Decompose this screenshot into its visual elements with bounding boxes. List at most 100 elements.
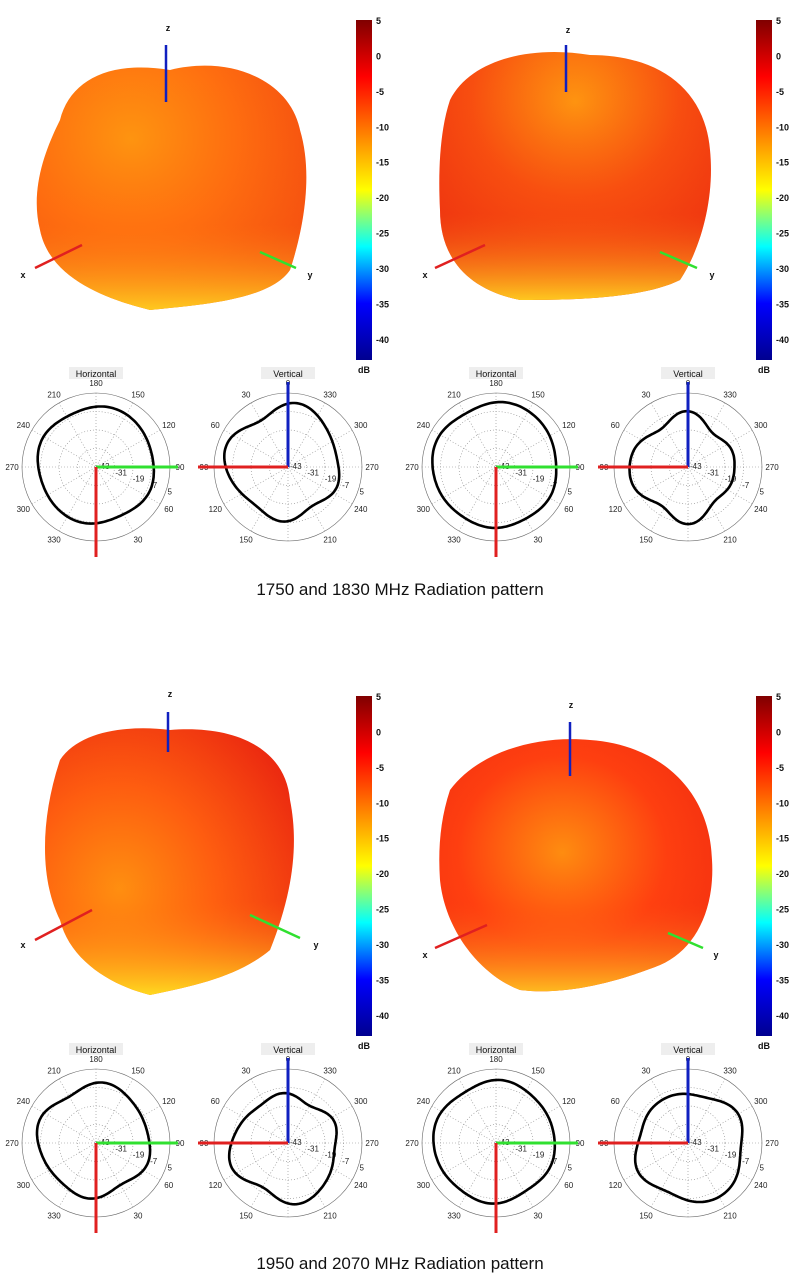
radiation-pattern-curve <box>227 1091 338 1206</box>
polar-plot-vertical: Vertical0330300270240210150120906030-43-… <box>198 367 379 545</box>
polar-angle-label: 300 <box>754 421 768 430</box>
polar-angle-label: 30 <box>134 1212 143 1221</box>
colorbar-unit: dB <box>358 1041 370 1051</box>
polar-angle-label: 150 <box>239 536 253 545</box>
polar-grid-spoke <box>431 429 561 505</box>
radiation-panel-1: z x y 5 0 -5 -10 -15 -20 -25 -30 -35 -40 dB Horizontal… <box>5 16 389 557</box>
polar-plot-vertical: Vertical0330300270240210150120906030-43-… <box>198 1043 379 1221</box>
polar-angle-label: 60 <box>611 421 620 430</box>
polar-angle-label: 300 <box>17 1181 31 1190</box>
polar-title: Vertical <box>273 1045 303 1055</box>
polar-angle-label: 90 <box>576 1139 585 1148</box>
colorbar-unit: dB <box>758 1041 770 1051</box>
polar-angle-label: 60 <box>611 1097 620 1106</box>
colorbar-tick-label: -25 <box>376 229 389 239</box>
polar-angle-label: 210 <box>323 1212 337 1221</box>
colorbar-tick-label: -35 <box>776 299 789 309</box>
polar-title-bg <box>661 367 715 379</box>
polar-angle-label: 60 <box>164 505 173 514</box>
polar-angle-label: 240 <box>754 505 768 514</box>
colorbar-tick-label: -10 <box>776 122 789 132</box>
polar-angle-label: 210 <box>723 1212 737 1221</box>
polar-grid-spoke <box>31 1105 161 1181</box>
polar-angle-label: 330 <box>47 536 61 545</box>
polar-angle-label: 150 <box>639 536 653 545</box>
polar-angle-label: 60 <box>564 505 573 514</box>
polar-angle-label: 240 <box>417 421 431 430</box>
polar-title: Horizontal <box>76 1045 117 1055</box>
polar-angle-label: 240 <box>754 1181 768 1190</box>
polar-ring-label: -31 <box>307 468 319 477</box>
polar-grid-spoke <box>431 1105 561 1181</box>
polar-angle-label: 270 <box>405 463 419 472</box>
polar-angle-label: 60 <box>211 421 220 430</box>
polar-angle-label: 150 <box>239 1212 253 1221</box>
polar-ring-label: -43 <box>690 462 702 471</box>
polar-title-bg <box>661 1043 715 1055</box>
polar-angle-label: 300 <box>417 505 431 514</box>
radiation-panel-2: z x y 5 0 -5 -10 -15 -20 -25 -30 -35 -40 dB Horizontal… <box>405 16 789 557</box>
colorbar-tick-label: -35 <box>776 975 789 985</box>
polar-grid-spoke <box>31 429 161 505</box>
polar-ring-label: 5 <box>568 1163 573 1172</box>
polar-grid-spoke <box>458 1078 534 1208</box>
polar-angle-label: 150 <box>131 390 145 399</box>
polar-angle-label: 30 <box>134 536 143 545</box>
polar-grid-spoke <box>623 429 753 505</box>
x-axis-3d <box>434 243 486 270</box>
colorbar-scale <box>356 20 372 360</box>
colorbar-tick-label: -35 <box>376 975 389 985</box>
polar-title: Vertical <box>273 369 303 379</box>
x-axis-label: x <box>422 270 427 280</box>
colorbar-tick-label: -15 <box>376 834 389 844</box>
polar-angle-label: 180 <box>489 379 503 388</box>
polar-angle-label: 150 <box>531 390 545 399</box>
colorbar-tick-label: 0 <box>776 51 781 61</box>
x-axis-3d <box>434 923 488 950</box>
polar-angle-label: 120 <box>162 421 176 430</box>
y-axis-label: y <box>713 950 718 960</box>
colorbar-tick-label: 0 <box>376 51 381 61</box>
polar-angle-label: 60 <box>211 1097 220 1106</box>
y-axis-3d <box>249 913 301 940</box>
colorbar-tick-label: -30 <box>376 940 389 950</box>
colorbar: 5 0 -5 -10 -15 -20 -25 -30 -35 -40 dB <box>356 16 389 375</box>
y-axis-3d <box>659 250 698 270</box>
radiation-panel-3: z x y 5 0 -5 -10 -15 -20 -25 -30 -35 -40 dB Horizontal… <box>5 689 389 1233</box>
radiation-pattern-3d-shading <box>36 65 307 310</box>
y-axis-label: y <box>709 270 714 280</box>
radiation-pattern-curve <box>633 1092 744 1204</box>
polar-angle-label: 210 <box>447 390 461 399</box>
polar-angle-label: 270 <box>5 463 19 472</box>
radiation-pattern-curve <box>35 1081 152 1200</box>
z-axis-label: z <box>168 689 173 699</box>
polar-grid-spoke <box>250 1078 326 1208</box>
polar-title-bg <box>469 367 523 379</box>
x-axis-label: x <box>20 270 25 280</box>
polar-angle-label: 330 <box>723 390 737 399</box>
polar-angle-label: 270 <box>5 1139 19 1148</box>
polar-ring-label: -31 <box>115 468 127 477</box>
polar-ring-label: 5 <box>168 1163 173 1172</box>
y-axis-3d <box>259 250 297 270</box>
radiation-pattern-curve <box>223 401 341 523</box>
polar-ring-label: 5 <box>568 487 573 496</box>
polar-ring-label: -31 <box>307 1144 319 1153</box>
polar-angle-label: 240 <box>17 1097 31 1106</box>
polar-angle-label: 120 <box>209 505 223 514</box>
colorbar-tick-label: -10 <box>376 122 389 132</box>
polar-angle-label: 150 <box>131 1066 145 1075</box>
polar-grid-spoke <box>250 402 326 532</box>
polar-angle-label: 90 <box>576 463 585 472</box>
polar-angle-label: 210 <box>323 536 337 545</box>
colorbar-tick-label: 5 <box>376 692 381 702</box>
colorbar-tick-label: -20 <box>776 869 789 879</box>
polar-ring-label: -7 <box>742 481 750 490</box>
polar-grid-spoke <box>31 1105 161 1181</box>
polar-angle-label: 210 <box>447 1066 461 1075</box>
polar-angle-label: 330 <box>47 1212 61 1221</box>
caption-1750-1830: 1750 and 1830 MHz Radiation pattern <box>256 580 544 599</box>
polar-angle-label: 90 <box>176 463 185 472</box>
